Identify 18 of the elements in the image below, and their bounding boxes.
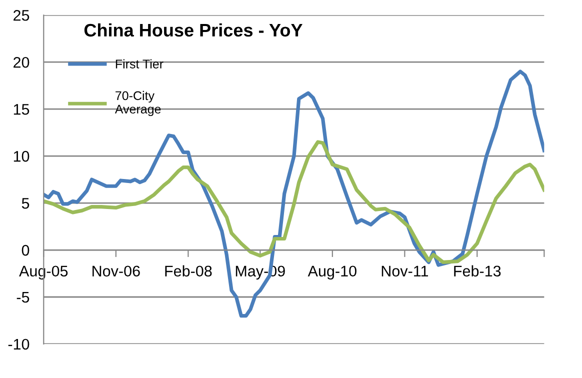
y-tick-label: 20 (14, 56, 30, 68)
chart-title: China House Prices - YoY (84, 23, 302, 37)
line-series (44, 140, 544, 264)
y-tick-label: 5 (22, 198, 30, 209)
y-tick-label: -10 (8, 338, 30, 350)
y-tick-label: 15 (14, 104, 30, 115)
y-tick-label: 25 (14, 10, 30, 21)
y-tick-label: -5 (16, 292, 30, 303)
x-tick-label: Feb-13 (454, 265, 501, 277)
x-tick-label: Nov-11 (382, 266, 428, 277)
x-tick-label: Aug-10 (308, 266, 356, 280)
legend-label: 70-City Average (114, 90, 161, 116)
x-tick-label: Aug-05 (19, 266, 68, 280)
y-tick-label: 10 (14, 150, 30, 162)
x-tick-label: Feb-08 (165, 265, 212, 277)
y-tick-label: 0 (22, 244, 30, 256)
x-tick-label: Nov-06 (92, 266, 140, 277)
legend-label: First Tier (116, 59, 164, 68)
